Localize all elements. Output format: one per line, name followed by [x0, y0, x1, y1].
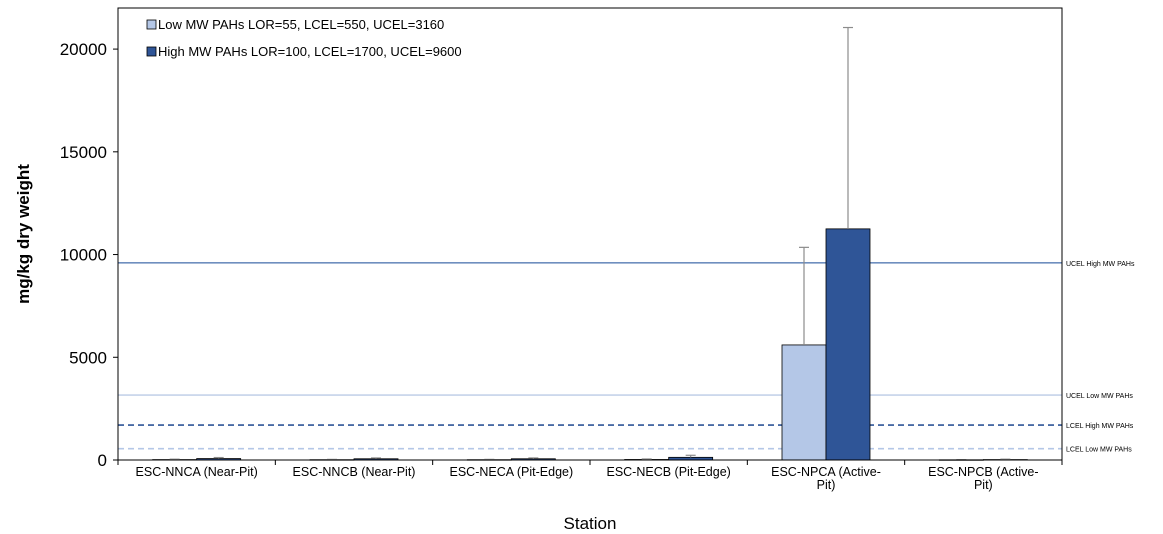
x-tick-label-line: ESC-NPCB (Active- — [928, 465, 1038, 479]
y-tick-label-15000: 15000 — [60, 143, 107, 162]
legend: Low MW PAHs LOR=55, LCEL=550, UCEL=3160 … — [146, 17, 462, 59]
y-tick-label-10000: 10000 — [60, 246, 107, 265]
legend-swatch-high-mw — [146, 46, 157, 57]
y-tick-label-5000: 5000 — [69, 348, 107, 367]
x-axis-title: Station — [564, 514, 617, 533]
bar-1-4 — [825, 228, 871, 461]
reference-line-label-3: LCEL Low MW PAHs — [1066, 447, 1132, 454]
bar-0-4 — [781, 344, 827, 461]
x-tick-label-line: Pit) — [817, 478, 836, 492]
x-tick-label-0: ESC-NNCA (Near-Pit) — [136, 465, 258, 479]
x-tick-label-line: Pit) — [974, 478, 993, 492]
legend-label-low-mw: Low MW PAHs LOR=55, LCEL=550, UCEL=3160 — [158, 17, 444, 32]
reference-line-label-1: UCEL Low MW PAHs — [1066, 393, 1133, 400]
y-tick-label-20000: 20000 — [60, 40, 107, 59]
legend-label-high-mw: High MW PAHs LOR=100, LCEL=1700, UCEL=96… — [158, 44, 462, 59]
y-tick-label-0: 0 — [98, 451, 107, 470]
x-tick-label-line: ESC-NNCB (Near-Pit) — [293, 465, 416, 479]
reference-line-label-2: LCEL High MW PAHs — [1066, 423, 1134, 430]
x-tick-label-3: ESC-NECB (Pit-Edge) — [606, 465, 730, 479]
x-tick-label-2: ESC-NECA (Pit-Edge) — [450, 465, 574, 479]
x-tick-label-5: ESC-NPCB (Active-Pit) — [928, 465, 1038, 492]
plot-area-border — [117, 7, 1063, 461]
x-tick-label-1: ESC-NNCB (Near-Pit) — [293, 465, 416, 479]
reference-line-label-0: UCEL High MW PAHs — [1066, 261, 1135, 268]
x-tick-label-line: ESC-NECB (Pit-Edge) — [606, 465, 730, 479]
x-tick-label-4: ESC-NPCA (Active-Pit) — [771, 465, 881, 492]
legend-swatch-low-mw — [146, 19, 157, 30]
x-tick-label-line: ESC-NECA (Pit-Edge) — [450, 465, 574, 479]
x-tick-label-line: ESC-NPCA (Active- — [771, 465, 881, 479]
x-tick-label-line: ESC-NNCA (Near-Pit) — [136, 465, 258, 479]
y-axis-title: mg/kg dry weight — [14, 164, 33, 304]
